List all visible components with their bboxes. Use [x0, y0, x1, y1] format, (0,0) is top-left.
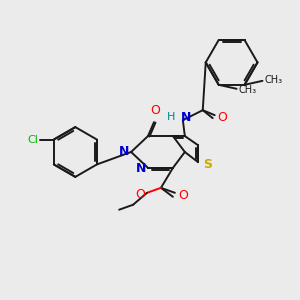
- Text: O: O: [135, 188, 145, 201]
- Text: N: N: [136, 162, 146, 176]
- Text: CH₃: CH₃: [238, 85, 257, 95]
- Text: CH₃: CH₃: [265, 75, 283, 85]
- Text: O: O: [150, 104, 160, 117]
- Text: H: H: [167, 112, 175, 122]
- Text: Cl: Cl: [27, 134, 38, 145]
- Text: O: O: [218, 111, 228, 124]
- Text: N: N: [181, 111, 191, 124]
- Text: N: N: [119, 146, 129, 158]
- Text: O: O: [178, 189, 188, 202]
- Text: S: S: [203, 158, 212, 171]
